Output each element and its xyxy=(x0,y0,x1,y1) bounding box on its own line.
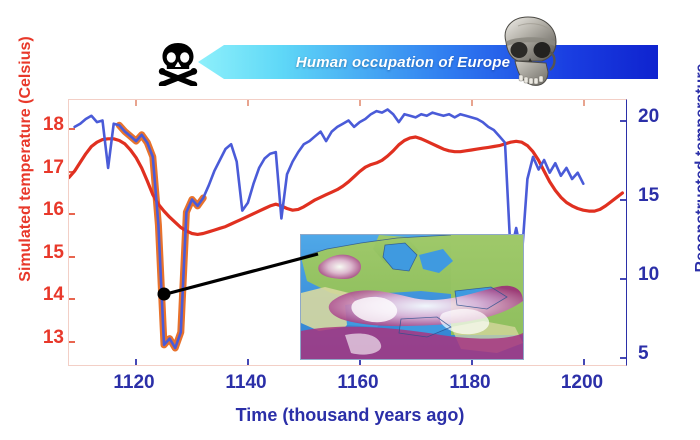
xlabel-4: 1200 xyxy=(560,372,604,393)
xlabel-0: 1120 xyxy=(113,372,155,393)
series-highlight-orange xyxy=(115,121,207,352)
xlabel-1: 1140 xyxy=(225,372,267,393)
ylabel-left-5: 13 xyxy=(42,327,64,348)
ylabel-right-2: 10 xyxy=(638,264,660,285)
ytick-left-16 xyxy=(69,213,75,215)
xtick-bottom-1160 xyxy=(359,359,361,365)
europe-glacial-map xyxy=(300,234,524,360)
xlabel-2: 1160 xyxy=(337,372,379,393)
x-axis-title: Time (thousand years ago) xyxy=(235,405,465,425)
ytick-right-15 xyxy=(620,199,626,201)
ylabel-left-2: 16 xyxy=(42,199,64,220)
skull-and-crossbones-icon xyxy=(158,43,198,86)
xtick-bottom-1140 xyxy=(247,359,249,365)
xtick-top-1160 xyxy=(359,100,361,106)
inset-map-graphic xyxy=(301,235,523,359)
xtick-top-1120 xyxy=(135,100,137,106)
ylabel-right-0: 20 xyxy=(638,106,660,127)
xtick-top-1140 xyxy=(247,100,249,106)
xtick-bottom-1200 xyxy=(583,359,585,365)
ylabel-left-4: 14 xyxy=(42,284,64,305)
ylabel-left-0: 18 xyxy=(42,114,64,135)
y-axis-title-right: Reconstructed temperature (Celsius) xyxy=(693,63,700,273)
ylabel-right-1: 15 xyxy=(638,185,660,206)
xtick-bottom-1180 xyxy=(471,359,473,365)
xtick-top-1200 xyxy=(583,100,585,106)
ylabel-right-3: 5 xyxy=(638,343,649,364)
occupation-banner: Human occupation of Europe xyxy=(150,16,660,88)
y-axis-title-left: Simulated temperature (Celsius) xyxy=(17,36,34,282)
xtick-top-1180 xyxy=(471,100,473,106)
ylabel-left-3: 15 xyxy=(42,242,64,263)
hominid-skull-photo xyxy=(504,16,557,86)
ytick-right-10 xyxy=(620,278,626,280)
ylabel-left-1: 17 xyxy=(42,157,64,178)
ytick-left-15 xyxy=(69,256,75,258)
banner-arrow-shape xyxy=(198,45,658,79)
xtick-bottom-1120 xyxy=(135,359,137,365)
series-simulated-temperature xyxy=(69,135,624,236)
ytick-left-13 xyxy=(69,341,75,343)
ytick-right-5 xyxy=(620,357,626,359)
ytick-left-14 xyxy=(69,298,75,300)
ytick-right-20 xyxy=(620,120,626,122)
xlabel-3: 1180 xyxy=(449,372,491,393)
series-reconstructed-temperature xyxy=(73,108,585,350)
series-canvas xyxy=(69,108,624,352)
ytick-left-18 xyxy=(69,128,75,130)
